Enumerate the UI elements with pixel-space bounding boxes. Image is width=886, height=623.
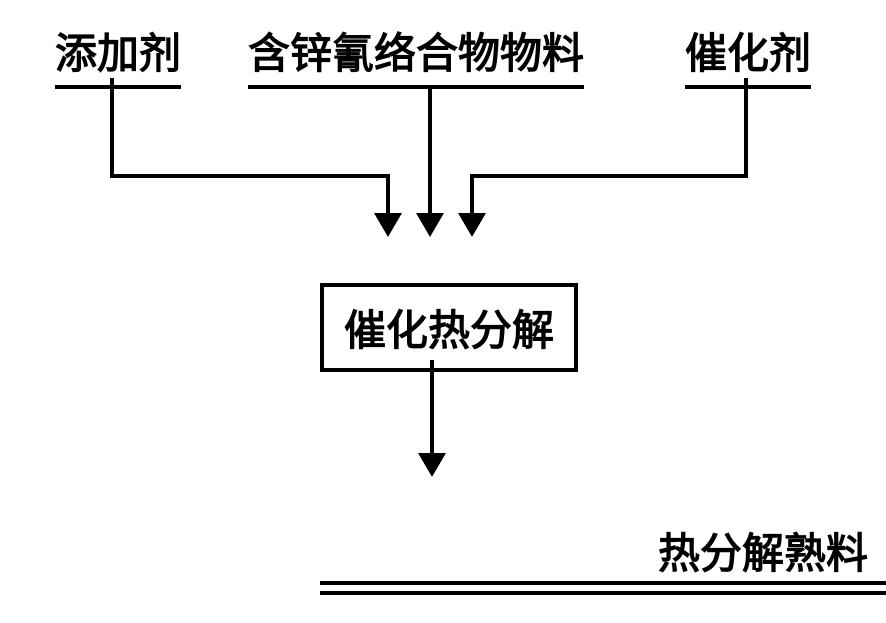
node-product: 热分解熟料 (320, 520, 886, 589)
edge-additive (112, 78, 388, 225)
node-catalyst: 催化剂 (685, 20, 811, 89)
flowchart-canvas: 添加剂 含锌氰络合物物料 催化剂 催化热分解 热分解熟料 (0, 0, 886, 623)
node-feed: 含锌氰络合物物料 (248, 20, 584, 89)
node-process: 催化热分解 (320, 283, 578, 372)
node-additive: 添加剂 (55, 20, 181, 89)
edge-catalyst (472, 78, 746, 225)
